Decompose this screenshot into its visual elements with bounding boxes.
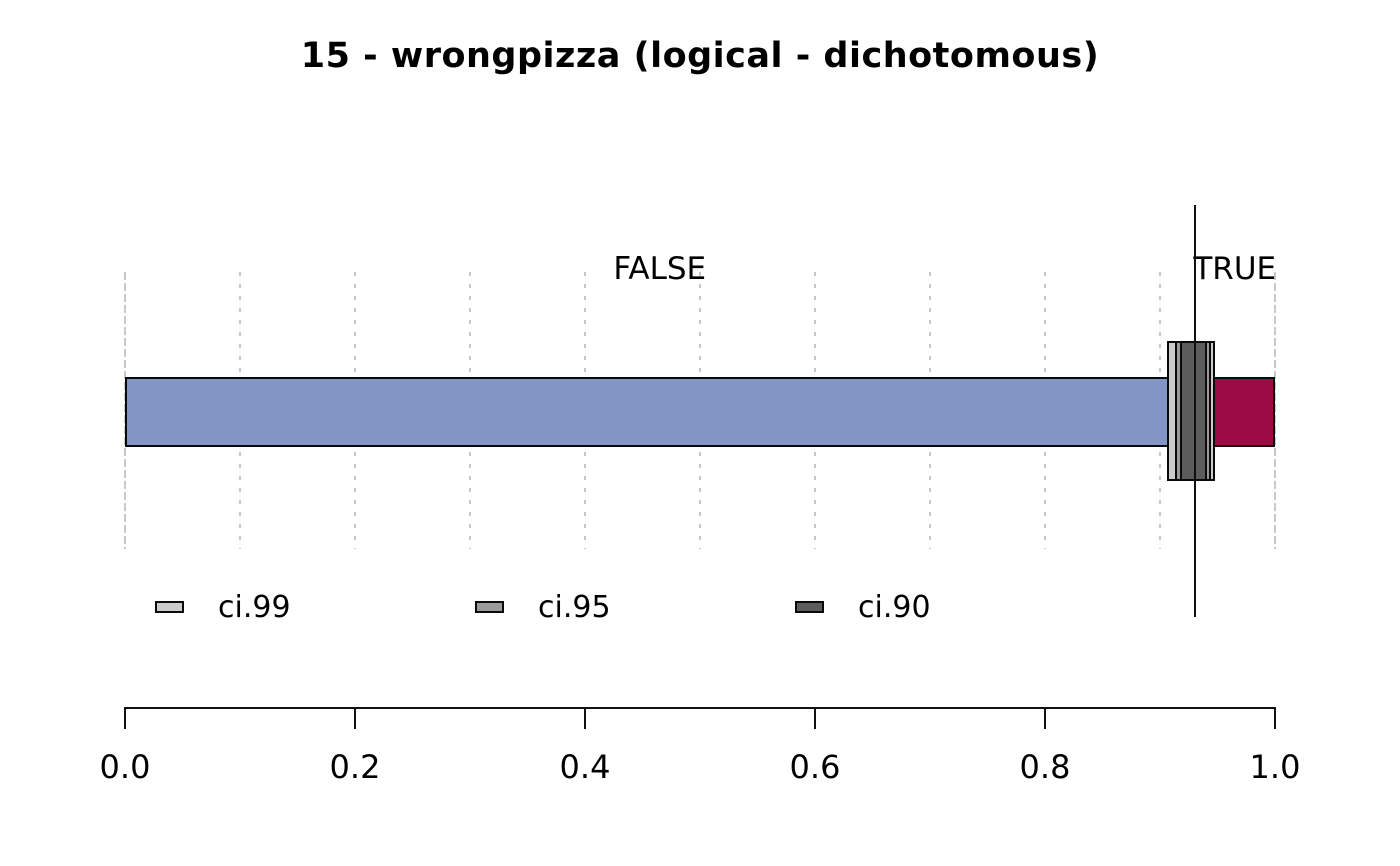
- legend-label-ci99: ci.99: [218, 589, 291, 625]
- x-axis-tick: [814, 709, 816, 729]
- x-axis-line: [124, 707, 1276, 709]
- x-axis-tick-label: 0.2: [329, 748, 381, 786]
- ci90-swatch-icon: [795, 601, 824, 613]
- legend-item-ci90: ci.90: [795, 589, 931, 625]
- legend-label-ci95: ci.95: [538, 589, 611, 625]
- x-axis-tick-label: 1.0: [1249, 748, 1301, 786]
- chart-title: 15 - wrongpizza (logical - dichotomous): [300, 36, 1100, 76]
- segment-label-true: TRUE: [1193, 251, 1277, 287]
- ci99-swatch-icon: [155, 601, 184, 613]
- x-axis-tick-label: 0.4: [559, 748, 611, 786]
- x-axis-tick: [584, 709, 586, 729]
- x-axis-tick: [354, 709, 356, 729]
- x-axis-tick: [124, 709, 126, 729]
- legend-item-ci95: ci.95: [475, 589, 611, 625]
- x-axis-tick: [1274, 709, 1276, 729]
- gridline: [1274, 272, 1276, 549]
- bar-segment-false: [125, 377, 1195, 447]
- legend-label-ci90: ci.90: [858, 589, 931, 625]
- ci.90-box: [1179, 341, 1208, 481]
- x-axis-tick-label: 0.6: [789, 748, 841, 786]
- legend-item-ci99: ci.99: [155, 589, 291, 625]
- segment-label-false: FALSE: [613, 251, 707, 287]
- ci95-swatch-icon: [475, 601, 504, 613]
- x-axis-tick-label: 0.0: [99, 748, 151, 786]
- x-axis-tick-label: 0.8: [1019, 748, 1071, 786]
- x-axis-tick: [1044, 709, 1046, 729]
- point-estimate-line: [1193, 205, 1196, 617]
